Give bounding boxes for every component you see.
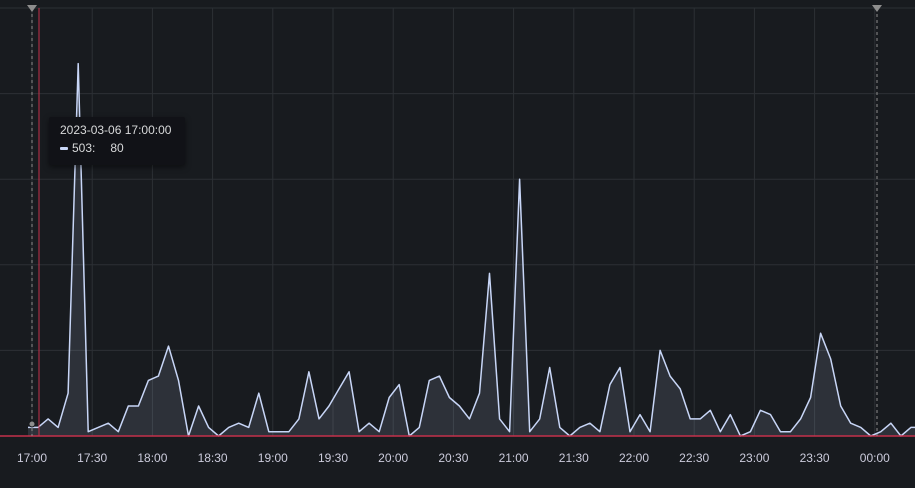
- x-tick-label: 18:30: [198, 451, 228, 465]
- x-tick-label: 21:00: [499, 451, 529, 465]
- grid: [0, 7, 915, 437]
- tooltip-time: 2023-03-06 17:00:00: [60, 123, 172, 137]
- range-end-triangle: [872, 5, 882, 12]
- overlays: [0, 5, 915, 437]
- x-tick-label: 18:00: [137, 451, 167, 465]
- series-area: [27, 63, 915, 436]
- hover-point: [28, 420, 36, 428]
- series-line: [28, 62, 915, 437]
- x-tick-label: 17:30: [77, 451, 107, 465]
- tooltip-value: 80: [110, 141, 124, 155]
- x-tick-label: 19:30: [318, 451, 348, 465]
- series-503: [27, 62, 915, 437]
- tooltip-series-swatch: [60, 146, 68, 150]
- tooltip: 2023-03-06 17:00:00 503: 80: [49, 117, 185, 165]
- x-tick-label: 20:30: [438, 451, 468, 465]
- hover-marker-triangle: [27, 5, 37, 12]
- x-axis: 17:00 17:30 18:00 18:30 19:00 19:30 20:00 20:30…: [17, 451, 890, 465]
- x-tick-label: 20:00: [378, 451, 408, 465]
- x-tick-label: 17:00: [17, 451, 47, 465]
- x-tick-label: 23:00: [739, 451, 769, 465]
- x-tick-label: 00:00: [860, 451, 890, 465]
- x-tick-label: 22:00: [619, 451, 649, 465]
- x-tick-label: 23:30: [800, 451, 830, 465]
- tooltip-series-row: 503: 80: [60, 141, 124, 155]
- x-tick-label: 22:30: [679, 451, 709, 465]
- x-tick-label: 19:00: [258, 451, 288, 465]
- x-tick-label: 21:30: [559, 451, 589, 465]
- tooltip-series-name: 503:: [72, 141, 96, 155]
